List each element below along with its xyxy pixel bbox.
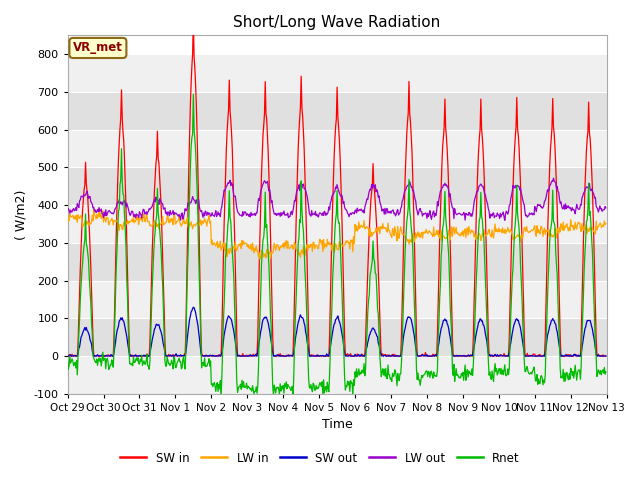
Text: VR_met: VR_met [73, 41, 123, 54]
Bar [68, 356, 607, 394]
SW out [403, 318, 411, 324]
SW out [212, 353, 220, 359]
SW in [602, 353, 610, 359]
Rnet [74, 372, 81, 378]
Rnet [419, 372, 427, 378]
LW in [602, 221, 610, 227]
SW out [64, 353, 72, 359]
SW in [404, 120, 412, 125]
LW out [129, 209, 136, 215]
Bar [68, 168, 607, 205]
Bar [68, 318, 607, 356]
X-axis label: Time: Time [322, 419, 353, 432]
Line: SW out: SW out [68, 307, 606, 356]
SW in [419, 353, 427, 359]
LW in [64, 213, 72, 218]
Rnet [404, 213, 412, 219]
LW out [64, 207, 72, 213]
LW in [95, 206, 103, 212]
SW in [214, 353, 221, 359]
SW in [64, 353, 72, 359]
Bar [68, 281, 607, 318]
Y-axis label: ( W/m2): ( W/m2) [15, 190, 28, 240]
LW out [212, 208, 220, 214]
Line: SW in: SW in [68, 18, 606, 356]
LW out [418, 209, 426, 215]
SW out [419, 352, 426, 358]
Title: Short/Long Wave Radiation: Short/Long Wave Radiation [234, 15, 441, 30]
Bar [68, 54, 607, 92]
Bar [68, 130, 607, 168]
LW out [184, 204, 191, 210]
LW out [501, 217, 509, 223]
Rnet [217, 395, 225, 401]
LW in [212, 241, 220, 247]
SW in [130, 353, 138, 359]
LW in [404, 238, 412, 244]
LW in [184, 224, 192, 230]
Rnet [129, 363, 136, 369]
Line: Rnet: Rnet [68, 94, 606, 398]
LW out [74, 201, 81, 206]
Rnet [64, 359, 72, 364]
SW in [189, 15, 197, 21]
LW out [402, 186, 410, 192]
SW out [189, 304, 197, 310]
Rnet [184, 270, 191, 276]
Bar [68, 243, 607, 281]
LW in [256, 256, 264, 262]
SW in [65, 353, 72, 359]
SW out [129, 353, 136, 359]
LW out [550, 175, 557, 181]
SW out [602, 353, 610, 359]
SW in [74, 341, 82, 347]
LW in [74, 219, 81, 225]
Rnet [212, 381, 220, 387]
SW out [184, 335, 191, 341]
SW in [184, 200, 192, 205]
LW in [130, 214, 138, 219]
Bar [68, 92, 607, 130]
Line: LW out: LW out [68, 178, 606, 220]
SW out [74, 353, 81, 359]
Legend: SW in, LW in, SW out, LW out, Rnet: SW in, LW in, SW out, LW out, Rnet [116, 447, 524, 469]
Rnet [189, 91, 197, 97]
LW out [602, 205, 610, 211]
Bar [68, 205, 607, 243]
Line: LW in: LW in [68, 209, 606, 259]
Rnet [602, 369, 610, 375]
LW in [419, 229, 427, 235]
